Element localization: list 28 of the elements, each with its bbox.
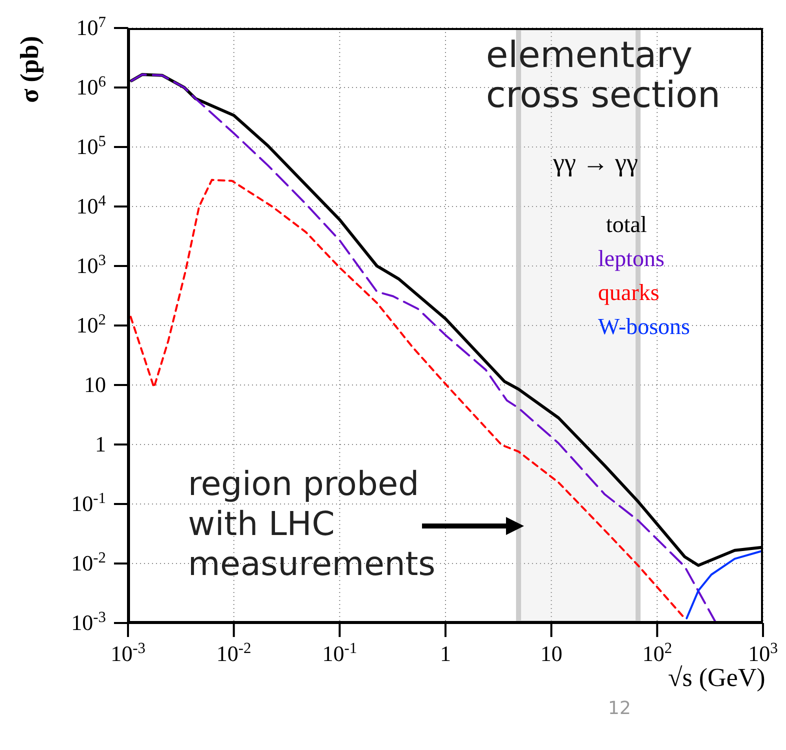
text: 12 [608, 698, 631, 719]
y-tick-label: 10$^{6}$ [76, 73, 106, 100]
y-tick-label: 10$^{-1}$ [71, 490, 106, 516]
text: elementary cross section [486, 35, 720, 116]
y-tick-label: 10$^{7}$ [76, 14, 106, 40]
y-tick-label: 10$^{5}$ [76, 132, 106, 159]
text: leptons [598, 245, 666, 273]
x-tick-label: 10$^{-1}$ [322, 640, 358, 666]
y-tick-label: 1 [95, 432, 106, 456]
y-tick-label: 10$^{-3}$ [71, 608, 106, 635]
x-tick-label: 10$^{-2}$ [216, 640, 252, 666]
text: total [605, 211, 648, 239]
x-tick-label: 10 [540, 641, 562, 666]
x-axis-title: √s (GeV) [668, 663, 766, 693]
annotation: region probed with LHC measurements [188, 464, 436, 583]
x-tick-label: 10$^{3}$ [748, 640, 778, 666]
x-tick-label: 1 [440, 641, 451, 666]
text: quarks [598, 279, 660, 307]
y-tick-label: 10$^{-2}$ [71, 549, 106, 576]
y-tick-label: 10 [84, 372, 106, 397]
y-tick-label: 10$^{2}$ [76, 311, 106, 338]
text: W-bosons [598, 313, 691, 341]
x-tick-label: 10$^{-3}$ [110, 640, 146, 666]
x-tick-label: 10$^{2}$ [642, 640, 672, 666]
text: γγ → γγ [553, 148, 638, 178]
y-tick-label: 10$^{3}$ [76, 252, 106, 278]
y-tick-label: 10$^{4}$ [76, 192, 106, 218]
y-axis-title: σ (pb) [15, 36, 44, 103]
